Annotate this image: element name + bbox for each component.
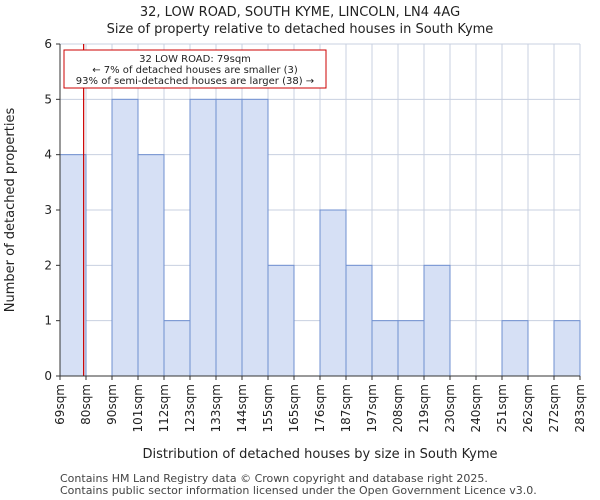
chart-title: 32, LOW ROAD, SOUTH KYME, LINCOLN, LN4 4… — [140, 5, 460, 20]
x-tick-label: 240sqm — [469, 384, 483, 432]
x-tick-label: 176sqm — [313, 384, 327, 432]
histogram-bar — [553, 320, 581, 377]
x-tick-label: 155sqm — [261, 384, 275, 432]
y-tick-label: 1 — [44, 314, 52, 328]
y-axis-label: Number of detached properties — [3, 108, 18, 313]
y-tick-label: 5 — [44, 92, 52, 106]
x-tick-label: 262sqm — [521, 384, 535, 432]
annotation-frame — [63, 49, 327, 89]
histogram-bar — [397, 320, 425, 377]
x-tick-label: 283sqm — [573, 384, 587, 432]
histogram-bar — [267, 264, 295, 377]
histogram-bar — [241, 98, 269, 377]
histogram-bar — [215, 98, 243, 377]
histogram-bar — [163, 320, 191, 377]
y-tick-label: 0 — [44, 369, 52, 383]
histogram-bar — [189, 98, 217, 377]
x-tick-label: 144sqm — [235, 384, 249, 432]
x-tick-label: 112sqm — [157, 384, 171, 432]
y-tick-labels: 0 1 2 3 4 5 6 — [44, 37, 60, 383]
x-tick-label: 272sqm — [547, 384, 561, 432]
x-tick-label: 90sqm — [105, 384, 119, 425]
footer-line-1: Contains HM Land Registry data © Crown c… — [60, 472, 488, 485]
histogram-bar — [371, 320, 399, 377]
x-axis-label: Distribution of detached houses by size … — [142, 447, 497, 462]
x-tick-label: 230sqm — [443, 384, 457, 432]
x-tick-label: 123sqm — [183, 384, 197, 432]
y-tick-label: 3 — [44, 203, 52, 217]
histogram-bar — [423, 264, 451, 377]
histogram-bar — [319, 209, 347, 377]
chart-subtitle: Size of property relative to detached ho… — [107, 22, 494, 37]
annotation-line-1: 32 LOW ROAD: 79sqm — [139, 54, 251, 65]
annotation-line-2: ← 7% of detached houses are smaller (3) — [92, 65, 298, 76]
histogram-bar — [501, 320, 529, 377]
x-tick-label: 251sqm — [495, 384, 509, 432]
x-tick-label: 80sqm — [79, 384, 93, 425]
annotation-line-3: 93% of semi-detached houses are larger (… — [76, 76, 314, 87]
x-tick-label: 133sqm — [209, 384, 223, 432]
histogram-bar — [111, 98, 139, 377]
histogram-bar — [345, 264, 373, 377]
footer-line-2: Contains public sector information licen… — [60, 484, 537, 497]
y-tick-label: 4 — [44, 148, 52, 162]
histogram-bar — [137, 154, 165, 377]
annotation-box: 32 LOW ROAD: 79sqm ← 7% of detached hous… — [63, 49, 327, 89]
x-tick-label: 187sqm — [339, 384, 353, 432]
x-tick-labels: 69sqm 80sqm 90sqm 101sqm 112sqm 123sqm 133sqm 1… — [53, 376, 587, 432]
y-tick-label: 2 — [44, 258, 52, 272]
x-tick-label: 219sqm — [417, 384, 431, 432]
y-tick-label: 6 — [44, 37, 52, 51]
x-tick-label: 101sqm — [131, 384, 145, 432]
x-tick-label: 197sqm — [365, 384, 379, 432]
x-tick-label: 69sqm — [53, 384, 67, 425]
x-tick-label: 208sqm — [391, 384, 405, 432]
x-tick-label: 165sqm — [287, 384, 301, 432]
histogram-bar — [59, 154, 87, 377]
